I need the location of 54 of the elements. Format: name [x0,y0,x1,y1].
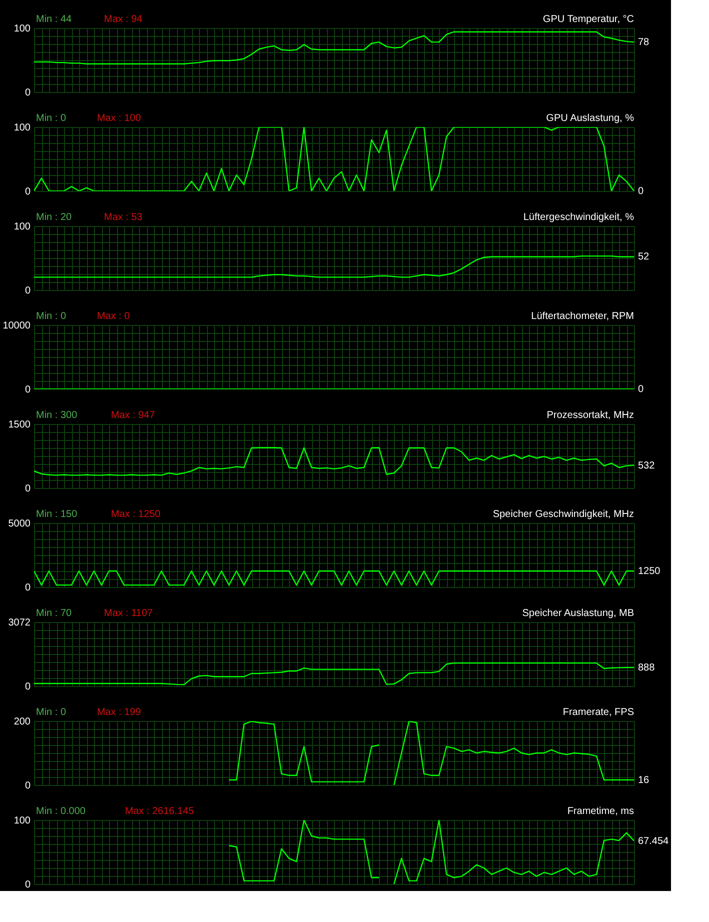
y-tick-label: 100 [14,24,31,34]
chart-title: Speicher Geschwindigkeit, MHz [492,509,634,520]
text: 1250 [638,566,661,577]
y-tick-label: 0 [24,682,31,692]
chart-title: Speicher Auslastung, MB [522,608,634,619]
y-tick-label: 0 [24,88,31,98]
text: Min : 150 [36,509,78,520]
text: Max : 100 [97,113,142,124]
chart-title: Framerate, FPS [562,707,634,718]
text: Max : 1107 [104,608,154,619]
y-tick-label: 0 [24,484,31,494]
y-tick-label: 3072 [8,618,31,628]
text: Max : 94 [104,14,143,25]
chart-title: GPU Auslastung, % [546,113,634,124]
chart-title: Prozessortakt, MHz [546,410,634,421]
chart-title: Lüftertachometer, RPM [531,311,634,322]
chart-title: Lüftergeschwindigkeit, % [523,212,634,223]
text: 16 [638,774,650,786]
y-tick-label: 0 [24,384,31,396]
text: Min : 0 [36,113,66,124]
y-tick-label: 200 [14,716,31,728]
text: 67.454 [638,836,670,847]
text: Max : 0 [97,311,130,322]
y-tick-label: 100 [14,816,31,826]
text: 78 [638,37,650,48]
text: 0 [638,186,644,197]
y-tick-label: 0 [24,582,31,594]
y-tick-label: 5000 [8,518,31,530]
text: Min : 0 [36,311,66,322]
chart-title: GPU Temperatur, °C [542,14,634,25]
text: Max : 1250 [111,509,161,520]
y-tick-label: 0 [24,286,31,296]
text: Max : 947 [111,410,156,421]
text: 888 [638,662,656,674]
y-tick-label: 1500 [8,420,31,430]
text: 0 [638,384,644,395]
y-tick-label: 100 [14,122,31,134]
text: 52 [638,252,650,263]
text: Min : 300 [36,410,78,421]
y-tick-label: 10000 [2,320,31,332]
text: Min : 0 [36,707,66,718]
y-tick-label: 100 [14,222,31,232]
y-tick-label: 0 [24,780,31,792]
y-tick-label: 0 [24,880,31,890]
text: 532 [638,460,656,472]
text: Max : 199 [97,707,142,718]
text: Min : 20 [36,212,72,223]
text: Min : 0.000 [36,806,86,817]
text: Max : 53 [104,212,143,223]
y-tick-label: 0 [24,186,31,198]
text: Max : 2616.145 [125,806,194,817]
chart-title: Frametime, ms [567,806,634,817]
text: Min : 44 [36,14,72,25]
text: Min : 70 [36,608,72,619]
